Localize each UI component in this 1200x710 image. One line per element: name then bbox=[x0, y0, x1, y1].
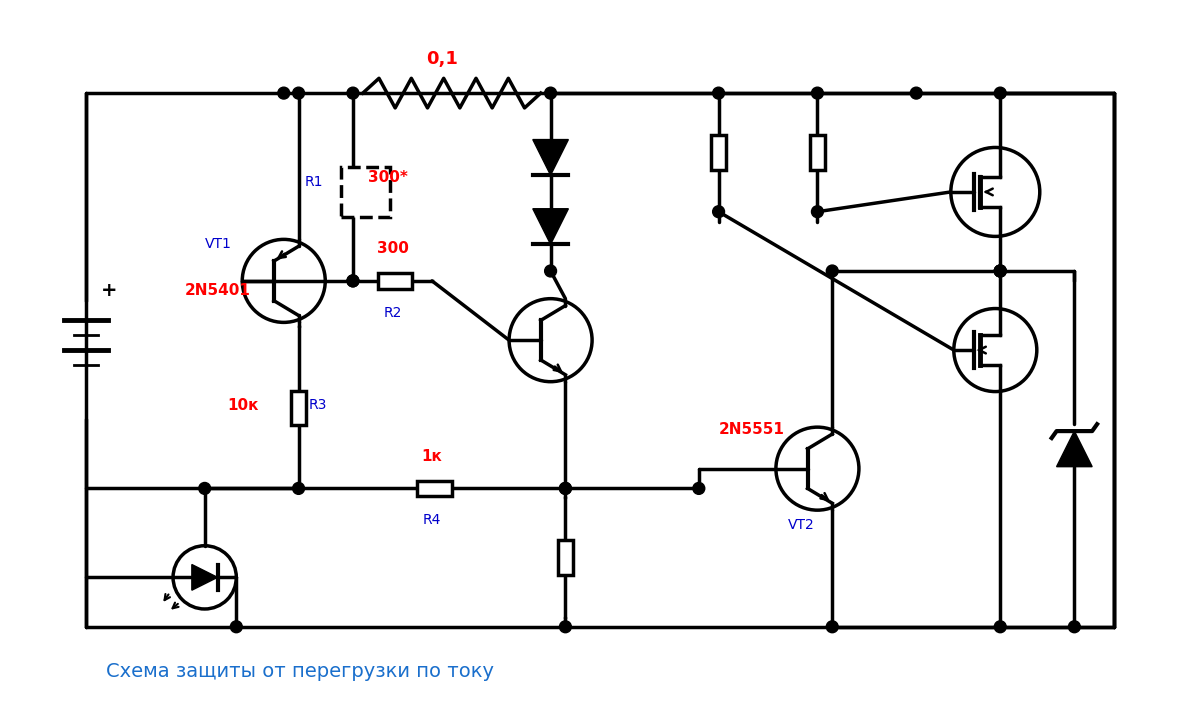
Circle shape bbox=[559, 483, 571, 494]
Text: R4: R4 bbox=[422, 513, 442, 527]
Polygon shape bbox=[1056, 431, 1092, 466]
Circle shape bbox=[1068, 621, 1080, 633]
Circle shape bbox=[713, 206, 725, 218]
Circle shape bbox=[995, 621, 1006, 633]
Circle shape bbox=[230, 621, 242, 633]
Bar bbox=[341, 168, 390, 217]
Text: R2: R2 bbox=[383, 305, 402, 320]
Text: 2N5401: 2N5401 bbox=[185, 283, 251, 298]
Text: 300: 300 bbox=[377, 241, 408, 256]
Circle shape bbox=[811, 87, 823, 99]
Circle shape bbox=[995, 87, 1006, 99]
Text: 2N5551: 2N5551 bbox=[719, 422, 785, 437]
Circle shape bbox=[293, 483, 305, 494]
Circle shape bbox=[347, 275, 359, 287]
Text: 10к: 10к bbox=[228, 398, 259, 413]
Bar bbox=[418, 481, 451, 496]
Bar bbox=[710, 135, 726, 170]
Circle shape bbox=[827, 621, 838, 633]
Polygon shape bbox=[533, 209, 569, 244]
Text: R3: R3 bbox=[308, 398, 326, 413]
Circle shape bbox=[995, 265, 1006, 277]
Circle shape bbox=[911, 87, 922, 99]
Text: +: + bbox=[101, 281, 118, 300]
Text: 300*: 300* bbox=[367, 170, 408, 185]
Circle shape bbox=[199, 483, 211, 494]
Circle shape bbox=[293, 87, 305, 99]
Polygon shape bbox=[192, 564, 217, 590]
Circle shape bbox=[278, 87, 289, 99]
Circle shape bbox=[545, 265, 557, 277]
Text: Схема защиты от перегрузки по току: Схема защиты от перегрузки по току bbox=[106, 662, 494, 681]
Bar bbox=[290, 391, 306, 425]
Circle shape bbox=[347, 87, 359, 99]
Circle shape bbox=[559, 621, 571, 633]
Circle shape bbox=[827, 265, 838, 277]
Circle shape bbox=[545, 87, 557, 99]
Text: VT2: VT2 bbox=[787, 518, 815, 532]
Circle shape bbox=[995, 265, 1006, 277]
Text: 1к: 1к bbox=[421, 449, 443, 464]
Text: R1: R1 bbox=[305, 175, 323, 189]
Bar bbox=[810, 135, 826, 170]
Circle shape bbox=[559, 483, 571, 494]
Circle shape bbox=[811, 206, 823, 218]
Text: 0,1: 0,1 bbox=[426, 50, 458, 68]
Circle shape bbox=[692, 483, 704, 494]
Circle shape bbox=[995, 265, 1006, 277]
Circle shape bbox=[347, 275, 359, 287]
Polygon shape bbox=[533, 140, 569, 175]
Text: VT1: VT1 bbox=[205, 237, 232, 251]
Bar bbox=[558, 540, 574, 575]
Bar bbox=[378, 273, 413, 289]
Circle shape bbox=[713, 87, 725, 99]
